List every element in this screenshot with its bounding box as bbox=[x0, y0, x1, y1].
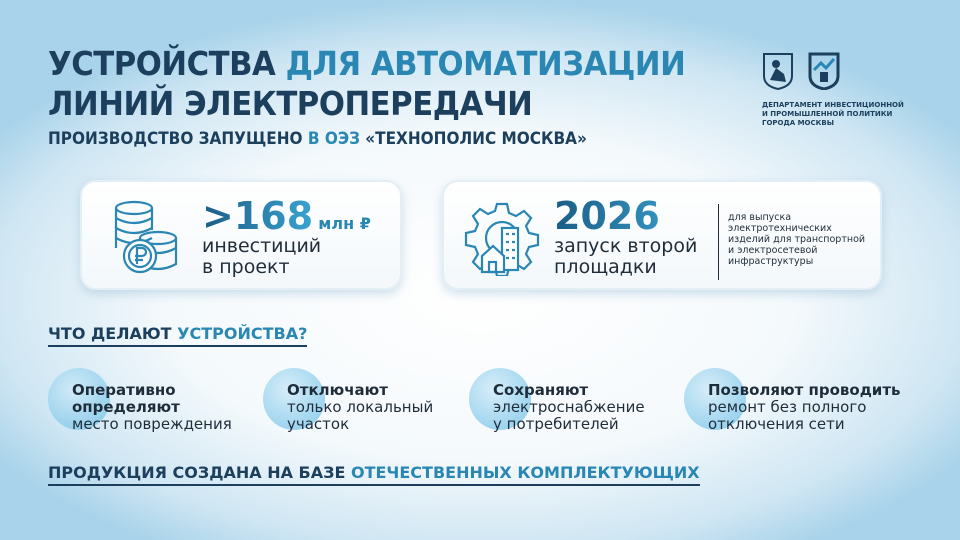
coins-ruble-icon bbox=[114, 200, 178, 274]
feature-bold: определяют bbox=[72, 398, 180, 416]
feature-bold: Оперативно bbox=[72, 381, 176, 399]
investment-value: >168 bbox=[202, 194, 314, 238]
department-logo-icon bbox=[808, 52, 840, 90]
investment-label: инвестиций bbox=[202, 235, 322, 257]
section-heading-devices: ЧТО ДЕЛАЮТ УСТРОЙСТВА? bbox=[48, 324, 308, 347]
heading-accent: ОТЕЧЕСТВЕННЫХ КОМПЛЕКТУЮЩИХ bbox=[350, 463, 700, 482]
dept-line: ГОРОДА МОСКВЫ bbox=[762, 119, 834, 127]
note-line: и электросетевой bbox=[728, 245, 818, 256]
feature-item: Позволяют проводить ремонт без полного отк… bbox=[684, 360, 901, 433]
title-line2: ЛИНИЙ ЭЛЕКТРОПЕРЕДАЧИ bbox=[48, 84, 533, 123]
feature-bold: Сохраняют bbox=[493, 381, 589, 399]
department-name: ДЕПАРТАМЕНТ ИНВЕСТИЦИОННОЙ И ПРОМЫШЛЕННОЙ… bbox=[762, 101, 904, 128]
logos bbox=[762, 52, 840, 90]
section-heading-components: ПРОДУКЦИЯ СОЗДАНА НА БАЗЕ ОТЕЧЕСТВЕННЫХ … bbox=[48, 463, 700, 486]
feature-text: участок bbox=[287, 415, 350, 433]
title-text: УСТРОЙСТВА bbox=[48, 44, 286, 83]
feature-text: ремонт без полного bbox=[708, 398, 867, 416]
feature-item: Оперативно определяют место повреждения bbox=[48, 360, 232, 433]
launch-label: запуск второй bbox=[554, 235, 698, 257]
title-accent: ДЛЯ АВТОМАТИЗАЦИИ bbox=[285, 44, 686, 83]
dept-line: ДЕПАРТАМЕНТ ИНВЕСТИЦИОННОЙ bbox=[762, 101, 904, 109]
subtitle-accent: В ОЭЗ bbox=[307, 129, 366, 149]
circle-decoration bbox=[263, 368, 325, 430]
feature-text: электроснабжение bbox=[493, 398, 645, 416]
launch-year: 2026 bbox=[554, 196, 697, 236]
heading-accent: УСТРОЙСТВА? bbox=[177, 324, 308, 343]
feature-item: Отключают только локальный участок bbox=[263, 360, 433, 433]
feature-text: у потребителей bbox=[493, 415, 619, 433]
feature-bold: Позволяют проводить bbox=[708, 381, 901, 399]
main-title: УСТРОЙСТВА ДЛЯ АВТОМАТИЗАЦИИ ЛИНИЙ ЭЛЕКТ… bbox=[48, 44, 686, 124]
note-line: изделий для транспортной bbox=[728, 234, 866, 245]
gear-building-icon bbox=[464, 202, 540, 276]
investment-label: в проект bbox=[202, 256, 290, 278]
heading-text: ПРОДУКЦИЯ СОЗДАНА НА БАЗЕ bbox=[48, 463, 351, 482]
investment-card: >168 млн ₽ инвестиций в проект bbox=[80, 180, 402, 290]
subtitle-text: ПРОИЗВОДСТВО ЗАПУЩЕНО bbox=[48, 129, 308, 149]
launch-note: для выпуска электротехнических изделий для… bbox=[728, 212, 865, 267]
note-line: электротехнических bbox=[728, 223, 832, 234]
feature-text: место повреждения bbox=[72, 415, 232, 433]
launch-label: площадки bbox=[554, 256, 657, 278]
circle-decoration bbox=[48, 368, 110, 430]
feature-text: только локальный bbox=[287, 398, 434, 416]
launch-card: 2026 запуск второй площадки для выпуска э… bbox=[442, 180, 882, 290]
feature-bold: Отключают bbox=[287, 381, 388, 399]
circle-decoration bbox=[684, 368, 746, 430]
investment-unit: млн ₽ bbox=[318, 214, 371, 233]
circle-decoration bbox=[469, 368, 531, 430]
divider bbox=[718, 204, 719, 280]
subtitle-text-2: «ТЕХНОПОЛИС МОСКВА» bbox=[365, 129, 587, 149]
subtitle: ПРОИЗВОДСТВО ЗАПУЩЕНО В ОЭЗ «ТЕХНОПОЛИС … bbox=[48, 129, 587, 149]
feature-item: Сохраняют электроснабжение у потребителей bbox=[469, 360, 645, 433]
note-line: для выпуска bbox=[728, 212, 792, 223]
heading-text: ЧТО ДЕЛАЮТ bbox=[48, 324, 178, 343]
note-line: инфраструктуры bbox=[728, 256, 814, 267]
dept-line: И ПРОМЫШЛЕННОЙ ПОЛИТИКИ bbox=[762, 110, 893, 118]
feature-text: отключения сети bbox=[708, 415, 845, 433]
moscow-coat-of-arms-icon bbox=[763, 53, 793, 90]
